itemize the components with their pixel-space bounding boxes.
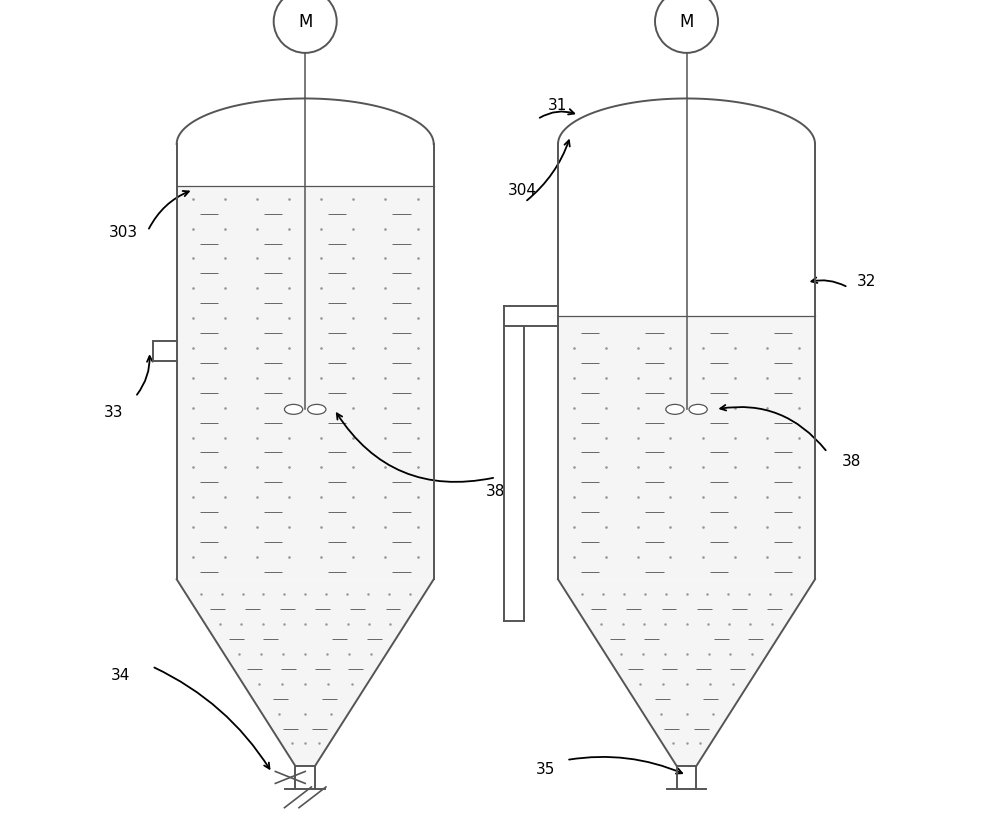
- Text: 304: 304: [508, 183, 537, 198]
- Circle shape: [274, 0, 337, 54]
- Ellipse shape: [666, 405, 684, 415]
- Ellipse shape: [689, 405, 707, 415]
- Text: 34: 34: [110, 667, 130, 682]
- Polygon shape: [177, 186, 434, 580]
- Polygon shape: [558, 316, 815, 580]
- Text: 33: 33: [104, 405, 123, 420]
- Text: 32: 32: [856, 274, 876, 289]
- Polygon shape: [558, 580, 815, 766]
- Text: 31: 31: [548, 98, 567, 113]
- Polygon shape: [177, 580, 434, 766]
- Text: M: M: [679, 13, 694, 31]
- Ellipse shape: [284, 405, 303, 415]
- Text: 303: 303: [109, 224, 138, 239]
- Text: M: M: [298, 13, 312, 31]
- Text: 38: 38: [842, 454, 861, 469]
- Circle shape: [655, 0, 718, 54]
- Text: 35: 35: [536, 761, 555, 776]
- Text: 38: 38: [486, 484, 506, 498]
- Ellipse shape: [308, 405, 326, 415]
